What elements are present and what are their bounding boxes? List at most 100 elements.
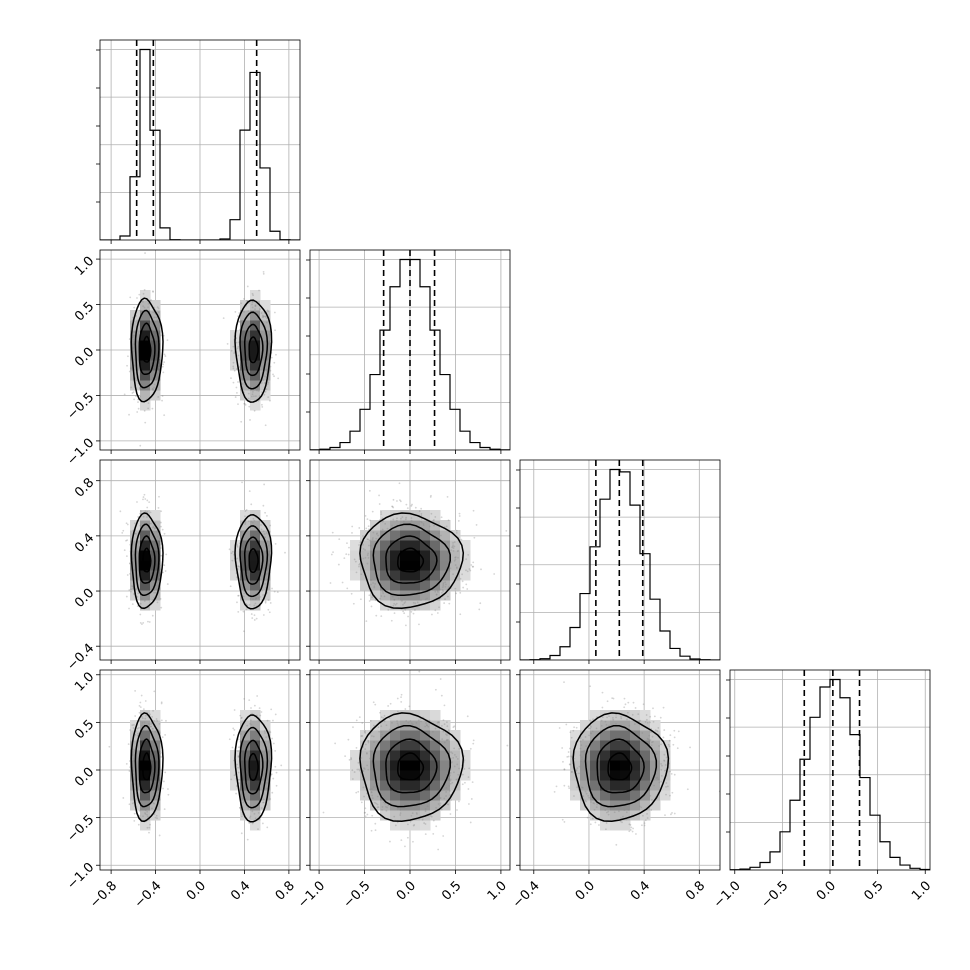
- density-cell: [150, 590, 161, 601]
- sample-point: [148, 501, 151, 504]
- panel-3-2: −0.4 0.0 0.4 0.8: [510, 669, 721, 911]
- density-cell: [610, 800, 621, 811]
- sample-point: [274, 542, 277, 545]
- density-cell: [580, 790, 591, 801]
- sample-point: [248, 821, 251, 824]
- sample-point: [268, 757, 271, 760]
- sample-point: [131, 603, 134, 606]
- density-cell: [420, 790, 431, 801]
- density-cell: [410, 540, 421, 551]
- sample-point: [367, 740, 369, 742]
- sample-point: [264, 511, 266, 514]
- sample-point: [365, 527, 368, 530]
- sample-point: [600, 719, 603, 722]
- sample-point: [157, 506, 160, 509]
- density-cell: [390, 580, 401, 591]
- contour-line: [134, 309, 160, 389]
- sample-point: [166, 339, 169, 341]
- sample-point: [448, 602, 451, 605]
- sample-point: [265, 573, 268, 576]
- sample-point: [133, 553, 136, 556]
- sample-point: [626, 718, 628, 721]
- sample-point: [667, 743, 670, 746]
- density-cell: [580, 780, 591, 791]
- density-cell: [590, 800, 601, 811]
- density-cell: [640, 750, 651, 761]
- sample-point: [155, 718, 158, 720]
- sample-point: [345, 553, 348, 556]
- sample-point: [240, 716, 243, 719]
- sample-point: [553, 790, 556, 793]
- sample-point: [396, 808, 399, 811]
- sample-point: [465, 558, 468, 561]
- density-cell: [260, 300, 271, 311]
- sample-point: [143, 721, 146, 724]
- sample-point: [406, 836, 409, 839]
- sample-point: [399, 814, 402, 816]
- sample-point: [152, 311, 155, 314]
- sample-point: [561, 747, 564, 749]
- sample-point: [422, 524, 425, 527]
- sample-point: [266, 540, 269, 543]
- sample-point: [131, 392, 134, 394]
- contour-line: [243, 536, 264, 585]
- sample-point: [385, 809, 388, 812]
- sample-point: [453, 771, 455, 774]
- sample-point: [351, 525, 354, 528]
- sample-point: [361, 735, 364, 737]
- sample-point: [140, 598, 143, 600]
- sample-point: [150, 721, 152, 724]
- sample-point: [573, 726, 576, 729]
- density-cell: [650, 740, 661, 751]
- sample-point: [273, 361, 276, 364]
- sample-point: [237, 778, 240, 781]
- sample-point: [396, 722, 399, 725]
- density-cell: [570, 730, 581, 741]
- density-cell: [350, 570, 361, 581]
- sample-point: [381, 528, 384, 531]
- density-cell: [400, 570, 411, 581]
- sample-point: [356, 768, 359, 771]
- density-cell: [240, 520, 251, 531]
- sample-point: [567, 751, 570, 753]
- sample-point: [235, 386, 238, 389]
- sample-point: [269, 333, 271, 336]
- density-cell: [150, 510, 161, 521]
- sample-point: [436, 721, 439, 724]
- sample-point: [245, 608, 248, 611]
- sample-point: [402, 610, 405, 613]
- density-cell: [150, 740, 161, 751]
- sample-point: [232, 361, 235, 364]
- sample-point: [167, 788, 169, 790]
- sample-point: [262, 801, 265, 804]
- sample-point: [238, 312, 241, 314]
- panel-3-0: −1.0−0.50.00.51.0−0.8 −0.4 0.0 0.4 0.8: [64, 669, 301, 911]
- density-cell: [140, 300, 151, 311]
- sample-point: [387, 705, 390, 707]
- sample-point: [132, 334, 135, 337]
- sample-point: [156, 319, 159, 322]
- sample-point: [360, 757, 363, 759]
- sample-point: [152, 728, 154, 730]
- sample-point: [404, 708, 407, 710]
- sample-point: [570, 736, 573, 739]
- sample-point: [363, 768, 366, 770]
- density-cell: [650, 770, 661, 781]
- sample-point: [451, 781, 454, 784]
- sample-point: [362, 535, 364, 537]
- sample-point: [647, 738, 650, 741]
- density-cell: [250, 550, 261, 561]
- sample-point: [240, 420, 243, 423]
- density-cell: [390, 540, 401, 551]
- sample-point: [135, 379, 138, 382]
- sample-point: [615, 843, 618, 846]
- sample-point: [455, 592, 458, 595]
- sample-point: [359, 598, 362, 601]
- sample-point: [237, 315, 240, 318]
- density-cell: [380, 590, 391, 601]
- sample-point: [580, 786, 583, 789]
- sample-point: [232, 381, 235, 384]
- sample-point: [132, 336, 135, 338]
- sample-point: [237, 354, 240, 357]
- density-cell: [610, 790, 621, 801]
